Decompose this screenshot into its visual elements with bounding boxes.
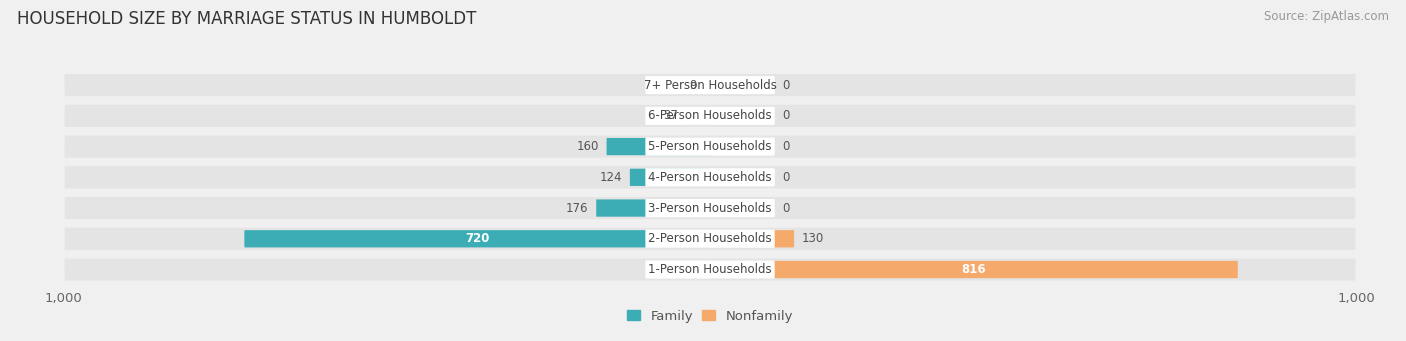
Text: 0: 0: [783, 109, 790, 122]
Text: 124: 124: [599, 171, 621, 184]
Text: 0: 0: [783, 171, 790, 184]
Text: 9: 9: [689, 79, 696, 92]
FancyBboxPatch shape: [65, 166, 1355, 188]
FancyBboxPatch shape: [645, 76, 775, 94]
Text: 37: 37: [664, 109, 678, 122]
FancyBboxPatch shape: [710, 261, 1237, 278]
Text: 130: 130: [801, 232, 824, 245]
FancyBboxPatch shape: [65, 74, 1355, 96]
FancyBboxPatch shape: [645, 168, 775, 187]
FancyBboxPatch shape: [65, 135, 1355, 158]
Text: 6-Person Households: 6-Person Households: [648, 109, 772, 122]
Text: 176: 176: [567, 202, 589, 214]
Text: 160: 160: [576, 140, 599, 153]
FancyBboxPatch shape: [65, 197, 1355, 219]
Text: 0: 0: [783, 140, 790, 153]
Text: 816: 816: [962, 263, 986, 276]
Text: HOUSEHOLD SIZE BY MARRIAGE STATUS IN HUMBOLDT: HOUSEHOLD SIZE BY MARRIAGE STATUS IN HUM…: [17, 10, 477, 28]
Text: 3-Person Households: 3-Person Households: [648, 202, 772, 214]
FancyBboxPatch shape: [645, 230, 775, 248]
FancyBboxPatch shape: [645, 107, 775, 125]
Text: Source: ZipAtlas.com: Source: ZipAtlas.com: [1264, 10, 1389, 23]
FancyBboxPatch shape: [645, 199, 775, 217]
FancyBboxPatch shape: [245, 230, 710, 248]
Text: 0: 0: [783, 79, 790, 92]
FancyBboxPatch shape: [645, 261, 775, 279]
FancyBboxPatch shape: [65, 258, 1355, 281]
Text: 4-Person Households: 4-Person Households: [648, 171, 772, 184]
Text: 0: 0: [783, 202, 790, 214]
FancyBboxPatch shape: [596, 199, 710, 217]
Legend: Family, Nonfamily: Family, Nonfamily: [621, 304, 799, 328]
Text: 7+ Person Households: 7+ Person Households: [644, 79, 776, 92]
Text: 720: 720: [465, 232, 489, 245]
FancyBboxPatch shape: [710, 230, 794, 248]
FancyBboxPatch shape: [606, 138, 710, 155]
FancyBboxPatch shape: [704, 76, 710, 94]
Text: 5-Person Households: 5-Person Households: [648, 140, 772, 153]
FancyBboxPatch shape: [65, 105, 1355, 127]
FancyBboxPatch shape: [645, 137, 775, 155]
Text: 2-Person Households: 2-Person Households: [648, 232, 772, 245]
FancyBboxPatch shape: [686, 107, 710, 124]
Text: 1-Person Households: 1-Person Households: [648, 263, 772, 276]
FancyBboxPatch shape: [630, 169, 710, 186]
FancyBboxPatch shape: [65, 228, 1355, 250]
